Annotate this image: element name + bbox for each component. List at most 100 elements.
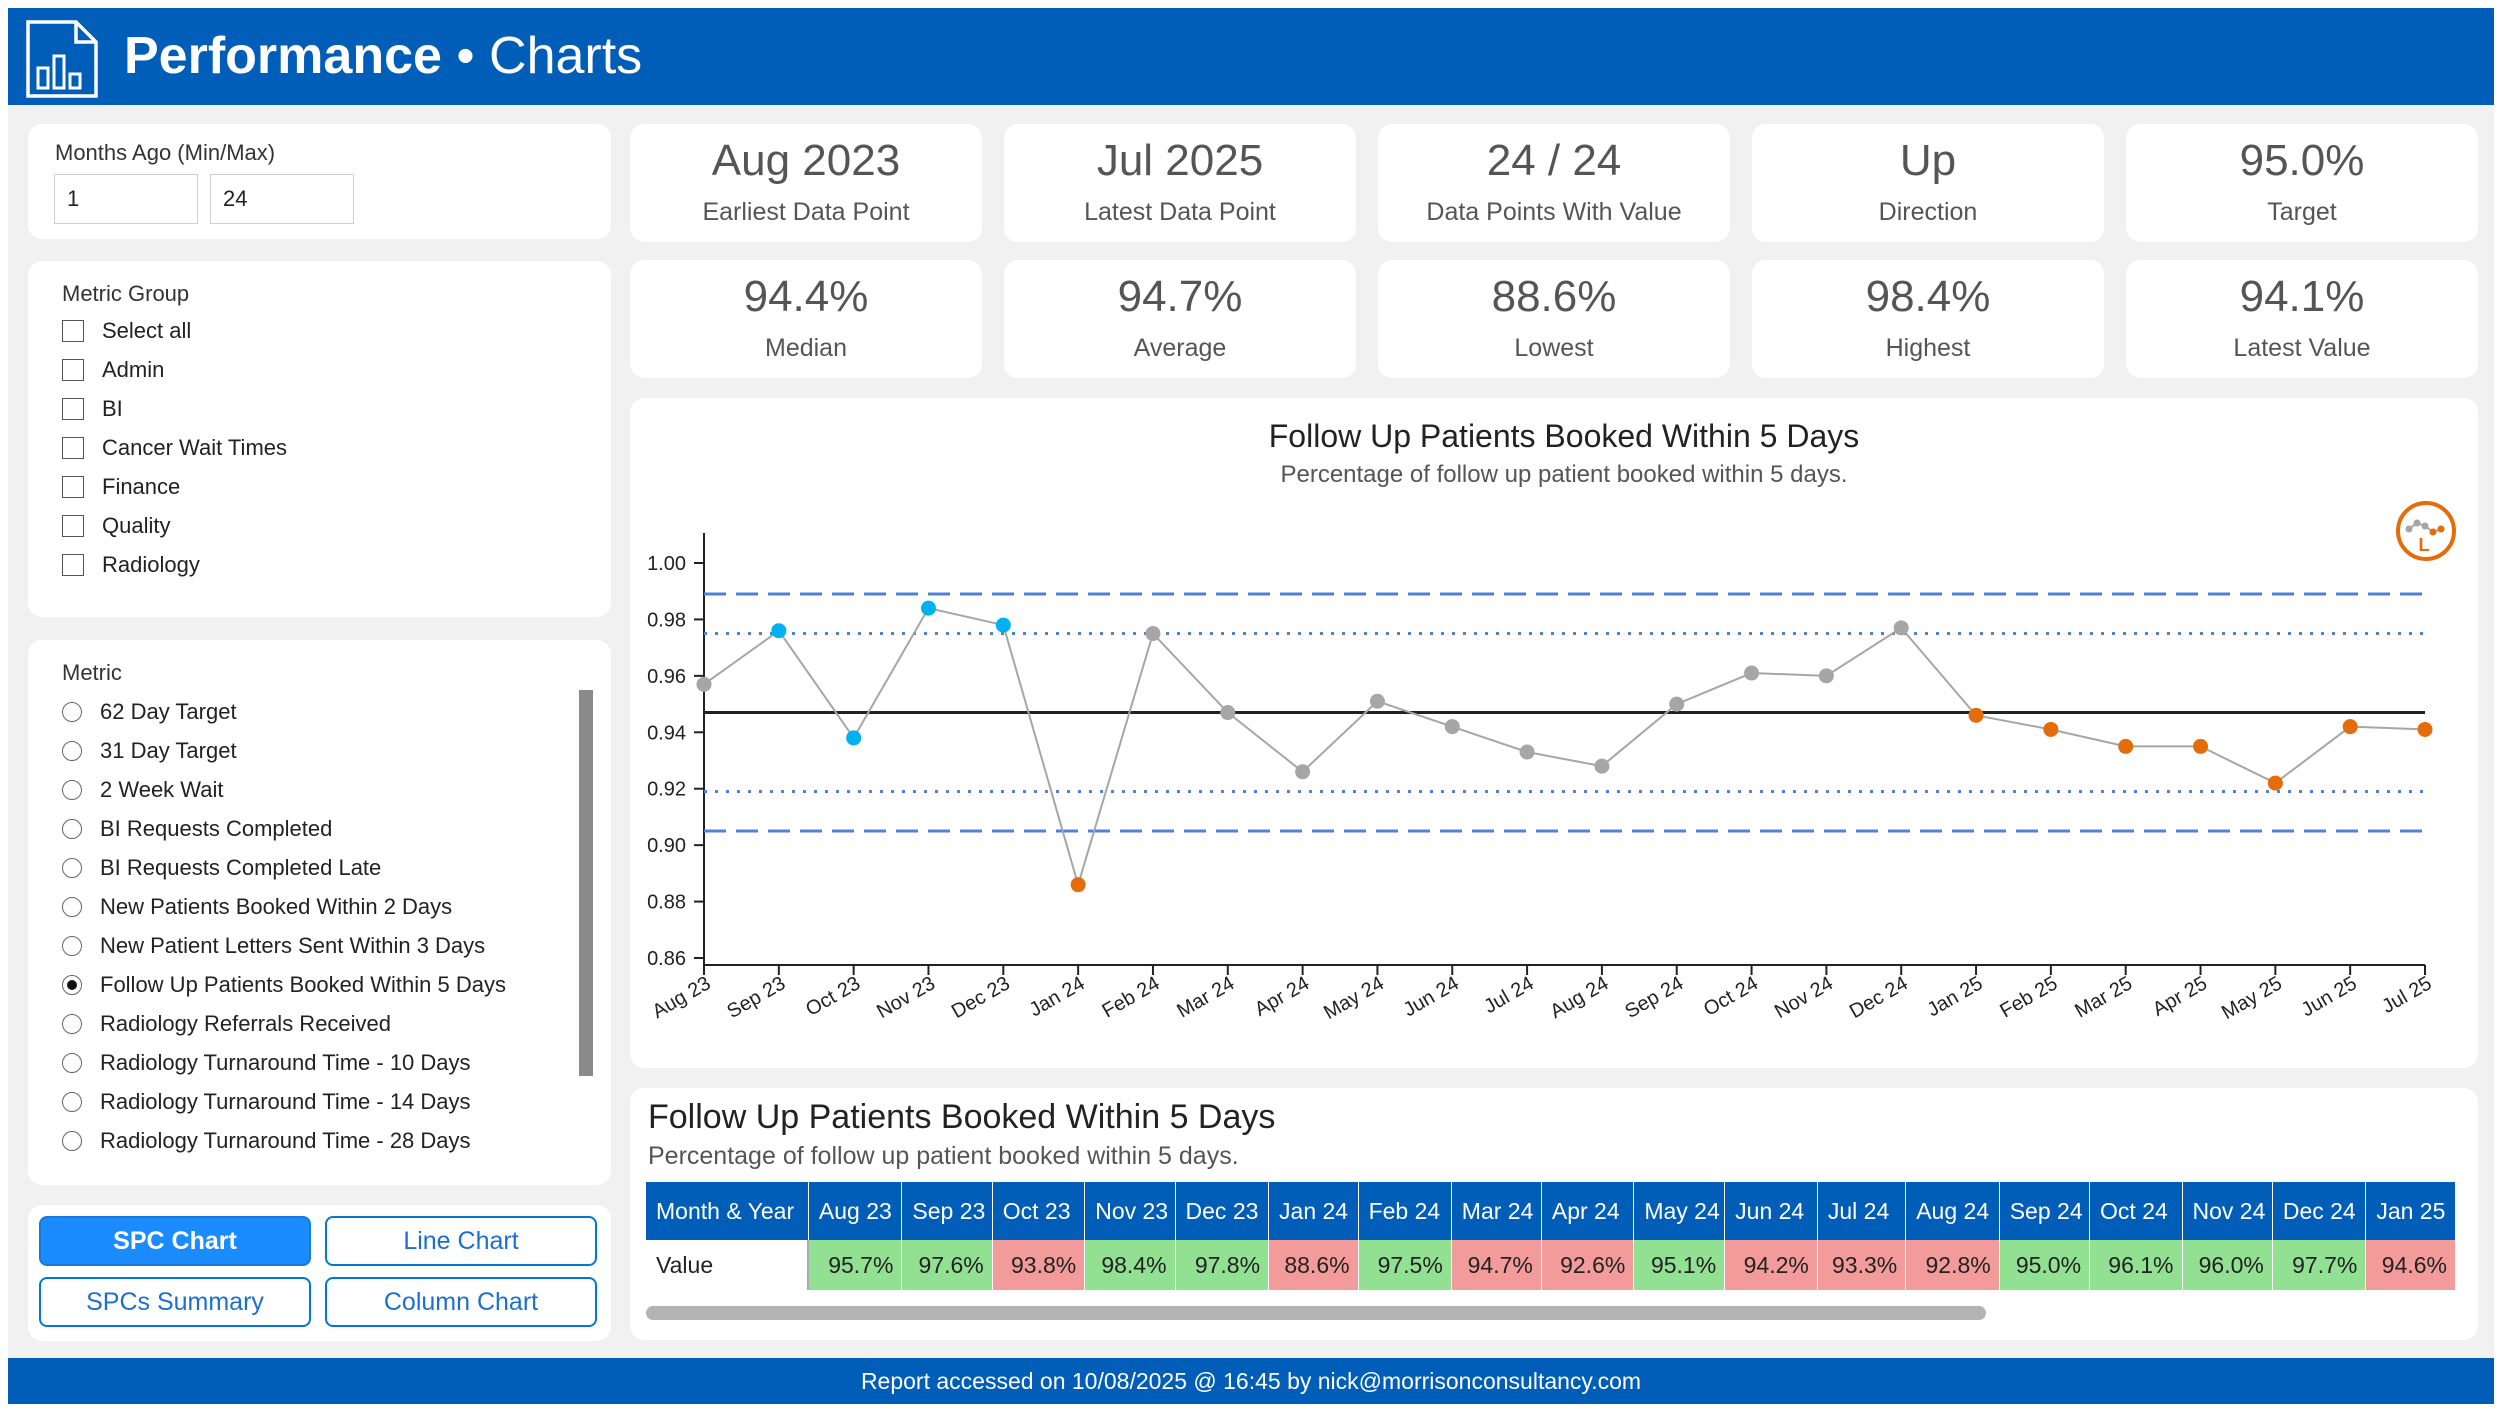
metric-option[interactable]: Radiology Turnaround Time - 28 Days (62, 1126, 471, 1156)
metric-option-label: 62 Day Target (100, 699, 237, 724)
metric-option-label: BI Requests Completed (100, 816, 333, 841)
radio-button[interactable] (62, 819, 82, 839)
kpi-card: Jul 2025 Latest Data Point (1004, 124, 1356, 242)
data-point[interactable] (1669, 696, 1685, 712)
kpi-card: 94.1% Latest Value (2126, 260, 2478, 378)
metric-option[interactable]: Follow Up Patients Booked Within 5 Days (62, 970, 506, 1000)
kpi-value: 94.7% (1117, 272, 1243, 321)
data-table-viewport: Month & Year Aug 23 Sep 23 Oct 23 Nov 23 Dec … (646, 1182, 2456, 1292)
checkbox[interactable] (62, 398, 84, 420)
radio-button[interactable] (62, 702, 82, 722)
data-point[interactable] (1594, 758, 1610, 774)
data-point[interactable] (1070, 877, 1086, 893)
data-point[interactable] (1220, 705, 1236, 721)
metric-group-option[interactable]: Select all (62, 316, 191, 346)
radio-button[interactable] (62, 858, 82, 878)
months-ago-slicer: Months Ago (Min/Max) (28, 124, 611, 239)
months-min-input[interactable] (54, 174, 198, 224)
data-point[interactable] (2417, 721, 2433, 737)
checkbox[interactable] (62, 320, 84, 342)
metric-option[interactable]: New Patients Booked Within 2 Days (62, 892, 452, 922)
table-horizontal-scrollbar[interactable] (646, 1306, 1986, 1320)
kpi-value: Jul 2025 (1096, 136, 1264, 185)
radio-button[interactable] (62, 1131, 82, 1151)
data-point[interactable] (771, 623, 787, 639)
metric-option-label: Radiology Turnaround Time - 14 Days (100, 1089, 471, 1114)
metric-group-option[interactable]: Finance (62, 472, 180, 502)
data-point[interactable] (846, 730, 862, 746)
metric-option[interactable]: 62 Day Target (62, 697, 237, 727)
metric-group-option-label: Select all (102, 318, 192, 343)
checkbox[interactable] (62, 437, 84, 459)
kpi-label: Highest (1885, 334, 1971, 362)
months-max-input[interactable] (210, 174, 354, 224)
kpi-card: 95.0% Target (2126, 124, 2478, 242)
checkbox[interactable] (62, 476, 84, 498)
table-header-cell: Oct 23 (992, 1182, 1086, 1240)
metric-option[interactable]: Radiology Referrals Received (62, 1009, 391, 1039)
metric-group-option[interactable]: Quality (62, 511, 170, 541)
column-chart-button[interactable]: Column Chart (325, 1277, 597, 1327)
table-title: Follow Up Patients Booked Within 5 Days (648, 1098, 1276, 1136)
x-tick-label: Jan 24 (1026, 972, 1089, 1021)
kpi-value: 95.0% (2239, 136, 2365, 185)
y-tick-label: 1.00 (647, 553, 686, 575)
metric-group-option[interactable]: Cancer Wait Times (62, 433, 287, 463)
checkbox[interactable] (62, 359, 84, 381)
data-point[interactable] (696, 676, 712, 692)
data-point[interactable] (2193, 738, 2209, 754)
metric-option[interactable]: BI Requests Completed Late (62, 853, 381, 883)
data-point[interactable] (1968, 707, 1984, 723)
radio-button[interactable] (62, 975, 82, 995)
data-point[interactable] (2043, 721, 2059, 737)
radio-button[interactable] (62, 741, 82, 761)
data-point[interactable] (1145, 626, 1161, 642)
metric-group-option-label: Finance (102, 474, 181, 499)
metric-group-option[interactable]: Admin (62, 355, 164, 385)
spcs-summary-button[interactable]: SPCs Summary (39, 1277, 311, 1327)
data-point[interactable] (1295, 764, 1311, 780)
data-point[interactable] (1369, 693, 1385, 709)
data-point[interactable] (1444, 719, 1460, 735)
metric-option[interactable]: 31 Day Target (62, 736, 237, 766)
radio-button[interactable] (62, 936, 82, 956)
spc-chart-button[interactable]: SPC Chart (39, 1216, 311, 1266)
metric-group-option[interactable]: Radiology (62, 550, 200, 580)
data-point[interactable] (1744, 665, 1760, 681)
data-point[interactable] (995, 617, 1011, 633)
metric-option[interactable]: New Patient Letters Sent Within 3 Days (62, 931, 485, 961)
checkbox[interactable] (62, 515, 84, 537)
metric-group-option[interactable]: BI (62, 394, 123, 424)
radio-button[interactable] (62, 1092, 82, 1112)
metric-option[interactable]: Radiology Turnaround Time - 10 Days (62, 1048, 471, 1078)
table-header-cell: Feb 24 (1358, 1182, 1452, 1240)
table-header-cell: Oct 24 (2089, 1182, 2183, 1240)
x-tick-label: May 25 (2218, 972, 2286, 1024)
data-point[interactable] (2118, 738, 2134, 754)
radio-button[interactable] (62, 1014, 82, 1034)
data-point[interactable] (2267, 775, 2283, 791)
metric-option[interactable]: 2 Week Wait (62, 775, 223, 805)
data-point[interactable] (920, 600, 936, 616)
radio-button[interactable] (62, 780, 82, 800)
table-cell: 97.8% (1175, 1240, 1270, 1290)
line-chart-button[interactable]: Line Chart (325, 1216, 597, 1266)
footer-bar: Report accessed on 10/08/2025 @ 16:45 by… (8, 1358, 2494, 1404)
table-header-cell: Mar 24 (1451, 1182, 1542, 1240)
table-header-cell: Jan 25 (2365, 1182, 2456, 1240)
metric-list-scrollbar[interactable] (579, 690, 593, 1076)
chart-subtitle: Percentage of follow up patient booked w… (1280, 461, 1847, 488)
metric-option[interactable]: Radiology Turnaround Time - 14 Days (62, 1087, 471, 1117)
table-header-cell: Aug 24 (1905, 1182, 2000, 1240)
y-tick-label: 0.92 (647, 779, 686, 801)
data-point[interactable] (2342, 719, 2358, 735)
checkbox[interactable] (62, 554, 84, 576)
data-point[interactable] (1893, 620, 1909, 636)
kpi-label: Data Points With Value (1426, 198, 1682, 226)
data-point[interactable] (1519, 744, 1535, 760)
radio-button[interactable] (62, 1053, 82, 1073)
radio-button[interactable] (62, 897, 82, 917)
data-point[interactable] (1818, 668, 1834, 684)
report-document-icon (26, 20, 98, 98)
metric-option[interactable]: BI Requests Completed (62, 814, 332, 844)
